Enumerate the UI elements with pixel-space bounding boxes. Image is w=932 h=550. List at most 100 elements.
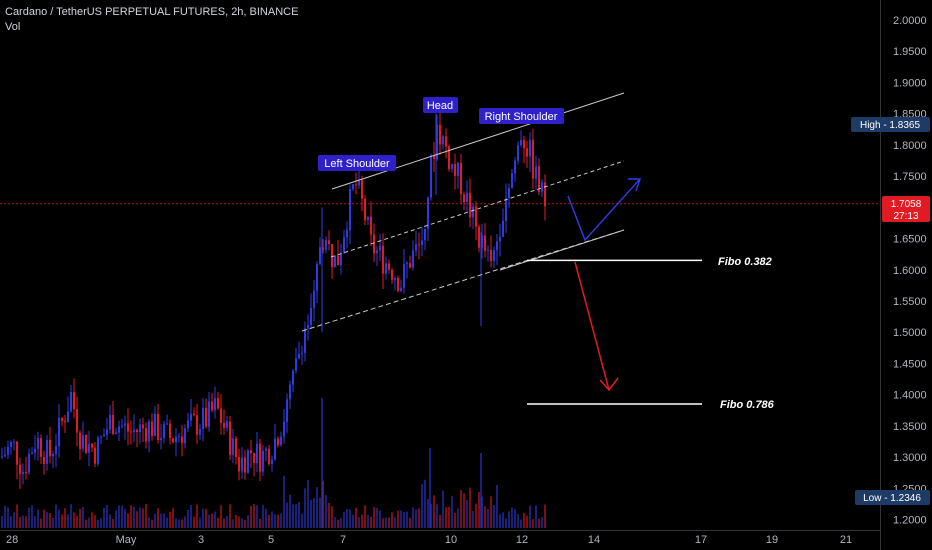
candle-body: [493, 250, 495, 261]
volume-bar: [469, 488, 471, 528]
candle-body: [331, 244, 333, 267]
candle-body: [520, 140, 522, 145]
candle-body: [160, 438, 162, 440]
volume-bar: [406, 512, 408, 528]
volume-bar: [163, 513, 165, 528]
price-tick-label: 1.9500: [893, 46, 927, 58]
volume-indicator-label[interactable]: Vol: [5, 20, 298, 35]
volume-bar: [13, 512, 15, 528]
candle-body: [175, 437, 177, 443]
price-axis[interactable]: 2.00001.95001.90001.85001.80001.75001.70…: [893, 15, 927, 527]
candle-body: [76, 409, 78, 432]
volume-bar: [289, 495, 291, 528]
volume-bar: [364, 505, 366, 528]
volume-bar: [4, 506, 6, 528]
price-tick-label: 1.3500: [893, 421, 927, 433]
candle-body: [184, 428, 186, 443]
candle-body: [379, 246, 381, 251]
candle-body: [169, 424, 171, 439]
candle-body: [67, 411, 69, 422]
volume-bar: [535, 505, 537, 528]
volume-bar: [262, 505, 264, 528]
volume-bar: [64, 508, 66, 528]
candle-body: [43, 457, 45, 464]
candle-body: [127, 423, 129, 431]
volume-bar: [508, 511, 510, 528]
time-axis[interactable]: 28 May 3 5 7 10 12 14 17 19 21: [6, 534, 852, 546]
symbol-title[interactable]: Cardano / TetherUS PERPETUAL FUTURES, 2h…: [5, 5, 298, 20]
candle-body: [220, 408, 222, 422]
candle-body: [19, 465, 21, 474]
volume-bar: [259, 519, 261, 528]
time-tick-label: 7: [340, 534, 346, 546]
candle-body: [328, 240, 330, 244]
volume-bar: [523, 513, 525, 528]
right-shoulder-label[interactable]: Right Shoulder: [479, 108, 564, 124]
candle-body: [442, 136, 444, 144]
volume-bar: [277, 515, 279, 528]
volume-bar: [82, 507, 84, 528]
candle-body: [1, 456, 3, 457]
candle-body: [55, 446, 57, 454]
volume-bar: [343, 512, 345, 528]
volume-bar: [46, 512, 48, 528]
volume-bar: [454, 513, 456, 528]
candle-body: [229, 421, 231, 454]
volume-bar: [79, 509, 81, 528]
left-shoulder-label[interactable]: Left Shoulder: [318, 155, 396, 171]
volume-bar: [172, 508, 174, 528]
candle-body: [517, 145, 519, 161]
volume-bar: [94, 515, 96, 528]
candle-body: [13, 442, 15, 443]
volume-bar: [409, 518, 411, 528]
volume-bar: [349, 509, 351, 528]
candle-body: [454, 164, 456, 176]
candle-body: [457, 163, 459, 176]
candle-body: [214, 398, 216, 410]
candle-body: [367, 217, 369, 220]
volume-bar: [484, 506, 486, 528]
head-label[interactable]: Head: [423, 97, 458, 113]
volume-bar: [466, 500, 468, 528]
candle-body: [100, 437, 102, 438]
candle-body: [355, 184, 357, 185]
volume-bar: [511, 508, 513, 528]
candle-body: [139, 425, 141, 433]
candle-body: [196, 415, 198, 435]
volume-bar: [205, 509, 207, 528]
candle-body: [103, 435, 105, 437]
time-tick-label: 10: [445, 534, 457, 546]
candle-body: [262, 451, 264, 472]
volume-bar: [97, 520, 99, 528]
volume-bar: [22, 516, 24, 528]
volume-bar: [16, 504, 18, 528]
svg-text:27:13: 27:13: [893, 211, 918, 222]
volume-bar: [268, 515, 270, 528]
volume-bar: [382, 518, 384, 528]
volume-bar: [517, 514, 519, 528]
volume-bars: [1, 398, 546, 528]
candle-body: [283, 422, 285, 437]
volume-bar: [529, 505, 531, 528]
price-tick-label: 1.5500: [893, 296, 927, 308]
volume-bar: [145, 504, 147, 528]
volume-bar: [379, 510, 381, 528]
volume-bar: [19, 517, 21, 528]
volume-bar: [34, 516, 36, 528]
candle-body: [295, 358, 297, 370]
volume-bar: [376, 508, 378, 528]
svg-text:Left Shoulder: Left Shoulder: [324, 158, 390, 170]
candle-body: [178, 436, 180, 437]
candle-body: [358, 180, 360, 185]
svg-text:Low - 1.2346: Low - 1.2346: [863, 493, 921, 504]
candle-body: [16, 442, 18, 465]
price-tick-label: 1.8000: [893, 140, 927, 152]
time-tick-label: 28: [6, 534, 18, 546]
candle-body: [133, 430, 135, 432]
volume-bar: [253, 504, 255, 528]
volume-bar: [208, 515, 210, 528]
volume-bar: [321, 398, 323, 528]
volume-bar: [463, 493, 465, 528]
